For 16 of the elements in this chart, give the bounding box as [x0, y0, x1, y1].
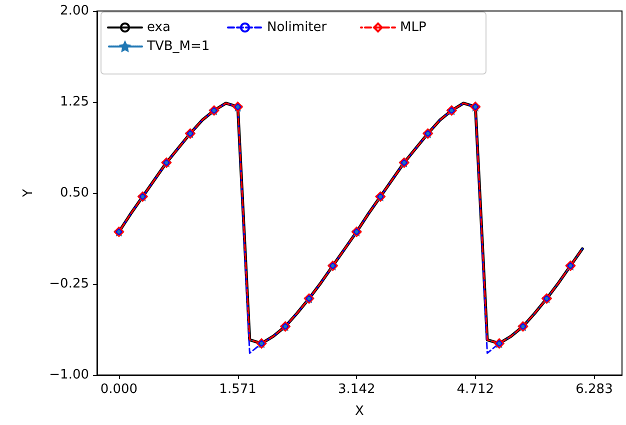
y-axis-title: Y [21, 188, 36, 198]
x-tick-label: 0.000 [100, 382, 138, 397]
y-tick-label: 1.25 [60, 94, 89, 110]
legend-label: MLP [400, 20, 426, 35]
y-tick-label: 2.00 [60, 4, 89, 18]
legend-label: TVB_M=1 [146, 39, 210, 54]
legend-label: exa [147, 20, 170, 35]
y-tick-label: −1.00 [49, 368, 89, 382]
y-tick-label: −0.25 [49, 276, 89, 292]
x-tick-label: 1.571 [219, 382, 256, 397]
x-axis-title: X [355, 404, 364, 419]
y-tick-label: 0.50 [60, 186, 89, 200]
x-tick-label: 6.283 [576, 382, 613, 397]
x-tick-label: 3.142 [338, 382, 376, 397]
x-tick-label: 4.712 [456, 382, 494, 397]
legend-label: Nolimiter [267, 20, 328, 35]
